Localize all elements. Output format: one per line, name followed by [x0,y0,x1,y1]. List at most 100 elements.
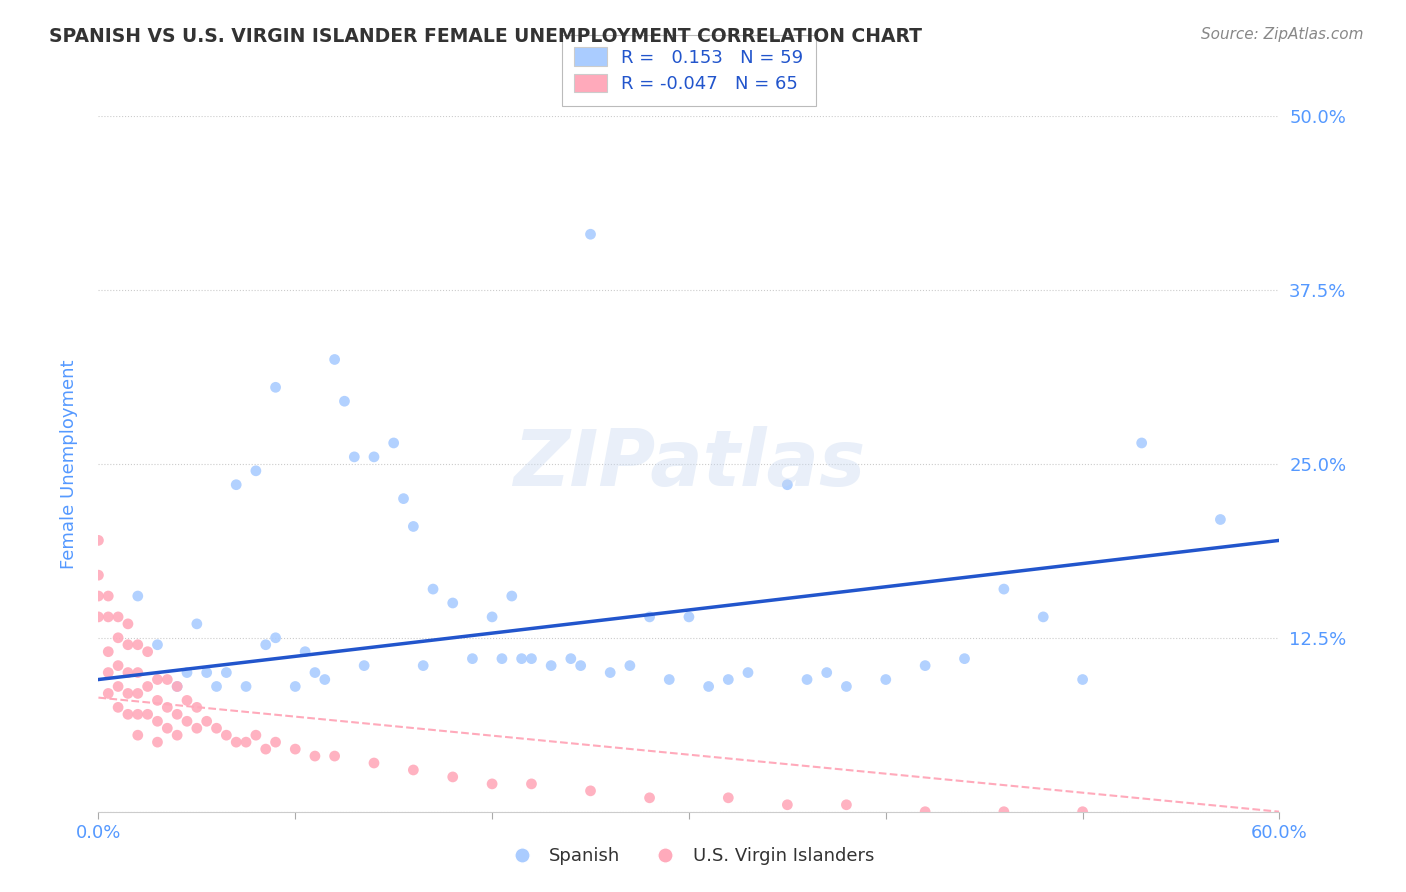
Point [195,714,218,729]
Point [294,645,316,659]
Point [127,728,149,742]
Point [1071,673,1094,687]
Point [146,693,169,707]
Point [697,680,720,694]
Point [402,519,425,533]
Point [225,477,247,491]
Point [1071,805,1094,819]
Point [579,784,602,798]
Point [284,742,307,756]
Point [195,665,218,680]
Point [304,665,326,680]
Point [422,582,444,596]
Point [117,616,139,631]
Point [136,645,159,659]
Point [363,450,385,464]
Point [599,665,621,680]
Point [127,589,149,603]
Point [491,651,513,665]
Point [264,735,287,749]
Point [520,651,543,665]
Point [166,680,188,694]
Point [501,589,523,603]
Point [579,227,602,242]
Point [176,693,198,707]
Point [107,631,129,645]
Point [717,673,740,687]
Point [87,568,110,582]
Point [87,533,110,548]
Point [835,797,858,812]
Point [117,686,139,700]
Point [363,756,385,770]
Point [127,665,149,680]
Text: Source: ZipAtlas.com: Source: ZipAtlas.com [1201,27,1364,42]
Point [87,610,110,624]
Point [186,616,208,631]
Point [127,638,149,652]
Point [166,680,188,694]
Point [176,665,198,680]
Point [540,658,562,673]
Point [717,790,740,805]
Point [245,464,267,478]
Point [461,651,484,665]
Point [205,680,228,694]
Point [97,665,120,680]
Point [254,638,277,652]
Point [993,805,1015,819]
Point [215,665,238,680]
Point [678,610,700,624]
Point [441,596,464,610]
Point [914,805,936,819]
Point [107,680,129,694]
Point [441,770,464,784]
Point [1209,512,1232,526]
Point [284,680,307,694]
Point [402,763,425,777]
Point [638,610,661,624]
Point [107,700,129,714]
Point [186,700,208,714]
Point [776,477,799,491]
Point [235,735,257,749]
Point [914,658,936,673]
Point [1130,436,1153,450]
Point [796,673,818,687]
Point [117,707,139,722]
Point [264,380,287,394]
Point [186,721,208,735]
Point [127,686,149,700]
Point [776,797,799,812]
Point [146,735,169,749]
Point [382,436,405,450]
Point [520,777,543,791]
Point [658,673,681,687]
Point [875,673,897,687]
Point [146,673,169,687]
Point [481,610,503,624]
Point [176,714,198,729]
Point [166,707,188,722]
Point [97,645,120,659]
Point [117,638,139,652]
Point [510,651,533,665]
Point [638,790,661,805]
Point [619,658,641,673]
Point [569,658,592,673]
Point [815,665,838,680]
Point [737,665,759,680]
Point [993,582,1015,596]
Point [412,658,434,673]
Point [215,728,238,742]
Point [481,777,503,791]
Point [953,651,976,665]
Point [107,610,129,624]
Point [156,673,179,687]
Point [146,638,169,652]
Text: SPANISH VS U.S. VIRGIN ISLANDER FEMALE UNEMPLOYMENT CORRELATION CHART: SPANISH VS U.S. VIRGIN ISLANDER FEMALE U… [49,27,922,45]
Point [146,714,169,729]
Point [323,749,346,764]
Point [254,742,277,756]
Point [107,658,129,673]
